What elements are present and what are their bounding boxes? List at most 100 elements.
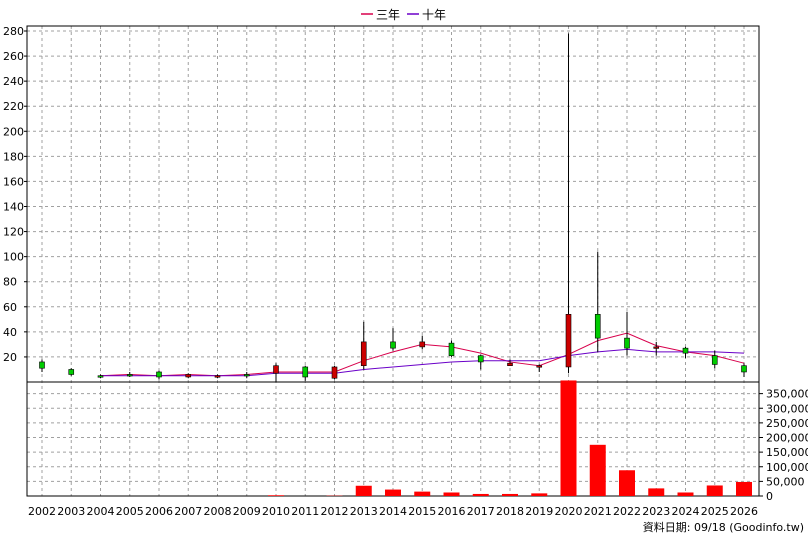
volume-tick-label: 0 <box>766 490 773 503</box>
x-tick-label: 2013 <box>350 505 378 518</box>
candle-body <box>653 346 660 349</box>
candle-body <box>68 369 75 375</box>
volume-bar <box>589 444 606 496</box>
candle-body <box>507 362 513 367</box>
price-tick-label: 40 <box>3 326 17 339</box>
x-tick-label: 2016 <box>438 505 466 518</box>
volume-bar <box>385 489 401 496</box>
volume-tick-label: 300,000 <box>766 402 808 415</box>
candle-body <box>390 341 396 349</box>
volume-bar <box>648 488 665 496</box>
volume-bar <box>443 492 460 496</box>
price-tick-label: 260 <box>3 50 24 63</box>
candle-body <box>243 374 250 377</box>
price-tick-label: 200 <box>3 125 24 138</box>
legend: 三年 十年 <box>361 8 446 22</box>
volume-bar <box>736 481 752 496</box>
candle-body <box>185 374 192 378</box>
price-axis: 20 40 60 80 100 120 140 160 180 200 220 240 260 280 <box>3 25 27 364</box>
x-tick-label: 2006 <box>145 505 173 518</box>
x-axis: 2002 2003 2004 2005 2006 2007 2008 2009 2010 2011… <box>28 505 758 518</box>
volume-tick-label: 350,000 <box>766 388 808 401</box>
candle-body <box>302 366 309 378</box>
x-tick-label: 2008 <box>204 505 232 518</box>
x-tick-label: 2010 <box>262 505 290 518</box>
candle-body <box>39 361 45 369</box>
candle-body <box>682 347 689 354</box>
x-tick-label: 2009 <box>233 505 261 518</box>
volume-bar <box>619 470 635 496</box>
candle-body <box>331 366 338 379</box>
candle-body <box>624 337 630 349</box>
candle-body <box>565 314 572 368</box>
price-tick-label: 80 <box>3 276 17 289</box>
x-tick-label: 2004 <box>87 505 115 518</box>
x-tick-label: 2015 <box>408 505 436 518</box>
legend-label: 三年 <box>376 8 400 22</box>
x-tick-label: 2007 <box>174 505 202 518</box>
volume-bar <box>677 492 694 496</box>
candle-body <box>214 375 221 378</box>
price-tick-label: 100 <box>3 251 24 264</box>
series-line <box>100 348 745 377</box>
x-tick-label: 2023 <box>642 505 670 518</box>
legend-label: 十年 <box>422 8 446 22</box>
footer-source: 資料日期: 09/18 (Goodinfo.tw) <box>643 520 804 534</box>
price-tick-label: 160 <box>3 175 24 188</box>
price-tick-label: 20 <box>3 351 17 364</box>
x-tick-label: 2026 <box>730 505 758 518</box>
x-tick-label: 2024 <box>672 505 700 518</box>
candle-body <box>741 365 747 373</box>
x-tick-label: 2025 <box>701 505 729 518</box>
x-tick-label: 2005 <box>116 505 144 518</box>
price-tick-label: 280 <box>3 25 24 38</box>
x-tick-label: 2014 <box>379 505 407 518</box>
candle-body <box>594 314 601 339</box>
x-tick-label: 2022 <box>613 505 641 518</box>
candle-body <box>156 371 162 378</box>
x-tick-label: 2018 <box>496 505 524 518</box>
x-tick-label: 2012 <box>321 505 349 518</box>
candle-body <box>97 375 104 378</box>
volume-bar <box>502 493 518 496</box>
candle-body <box>711 355 718 365</box>
price-tick-label: 120 <box>3 226 24 239</box>
x-tick-label: 2011 <box>291 505 319 518</box>
volume-bars <box>268 380 752 496</box>
volume-tick-label: 150,000 <box>766 446 808 459</box>
price-tick-label: 220 <box>3 100 24 113</box>
candle-body <box>273 365 279 374</box>
grid <box>27 26 759 496</box>
x-tick-label: 2003 <box>57 505 85 518</box>
volume-bar <box>355 485 372 496</box>
volume-tick-label: 200,000 <box>766 432 808 445</box>
candle-body <box>126 374 133 377</box>
price-tick-label: 140 <box>3 201 24 214</box>
volume-bar <box>706 485 723 496</box>
volume-bar <box>268 495 284 496</box>
volume-bar <box>414 491 431 496</box>
candle-body <box>536 365 543 368</box>
volume-tick-label: 50,000 <box>766 475 805 488</box>
volume-bar <box>560 380 577 496</box>
x-tick-label: 2020 <box>555 505 583 518</box>
price-tick-label: 180 <box>3 150 24 163</box>
volume-tick-label: 100,000 <box>766 461 808 474</box>
candlesticks <box>39 33 747 382</box>
volume-bar <box>531 493 548 496</box>
x-tick-label: 2019 <box>525 505 553 518</box>
x-tick-label: 2002 <box>28 505 56 518</box>
price-tick-label: 60 <box>3 301 17 314</box>
candle-body <box>477 355 484 363</box>
candle-body <box>360 341 367 367</box>
volume-tick-label: 250,000 <box>766 417 808 430</box>
price-tick-label: 240 <box>3 75 24 88</box>
x-tick-label: 2017 <box>467 505 495 518</box>
volume-bar <box>472 493 489 496</box>
x-tick-label: 2021 <box>584 505 612 518</box>
candle-body <box>419 341 426 348</box>
candle-body <box>448 342 455 356</box>
